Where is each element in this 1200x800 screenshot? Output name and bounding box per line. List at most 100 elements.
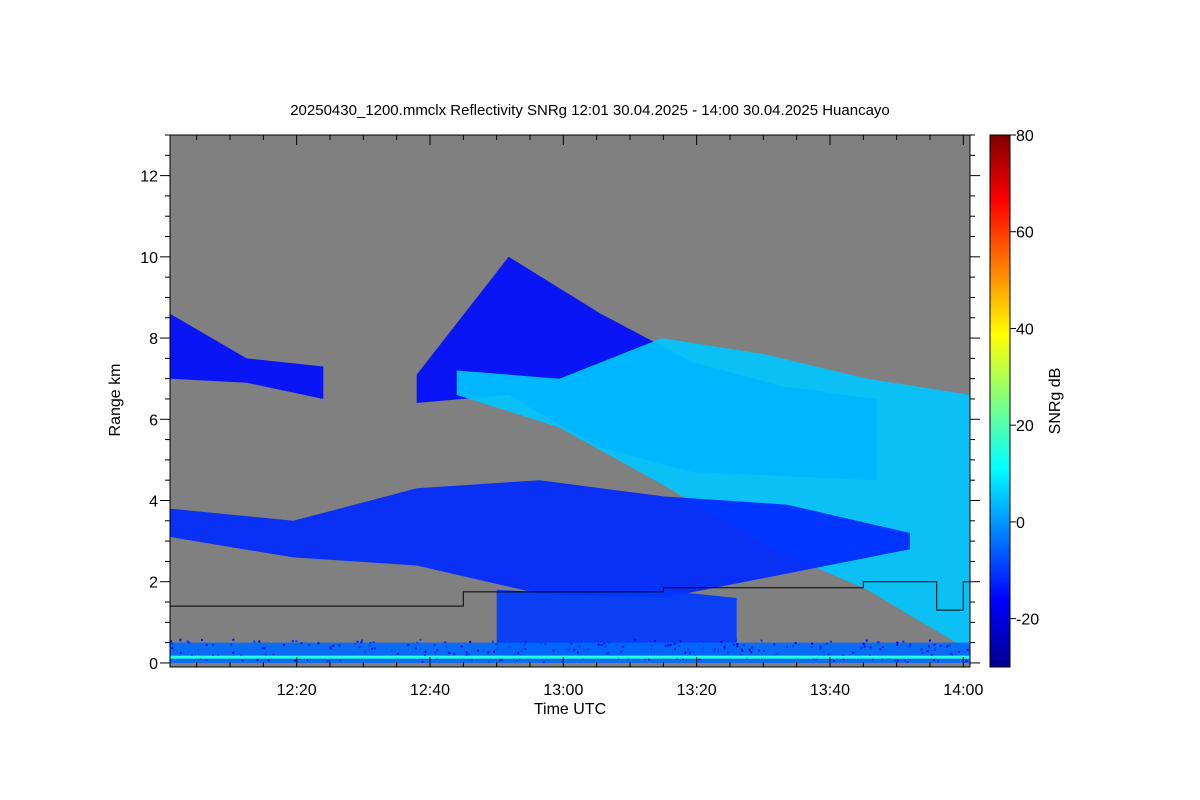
- echo-layer-left-upper-band: [170, 313, 324, 399]
- speckle: [723, 647, 726, 650]
- speckle: [188, 641, 191, 644]
- speckle: [615, 644, 618, 647]
- speckle: [370, 647, 373, 650]
- speckle: [487, 651, 490, 654]
- speckle: [523, 643, 526, 646]
- speckle: [794, 642, 797, 645]
- colorbar-label: SNRg dB: [1047, 368, 1064, 435]
- speckle: [308, 644, 311, 646]
- speckle: [742, 644, 745, 647]
- speckle: [740, 648, 743, 651]
- speckle: [241, 659, 244, 662]
- speckle: [664, 644, 667, 647]
- speckle: [368, 644, 371, 647]
- speckle: [492, 650, 495, 653]
- speckle: [669, 644, 672, 646]
- speckle: [948, 644, 951, 647]
- speckle: [815, 658, 818, 661]
- speckle: [760, 639, 763, 642]
- speckle: [524, 641, 527, 644]
- speckle: [748, 648, 751, 651]
- speckle: [444, 641, 447, 644]
- speckle: [190, 654, 193, 657]
- speckle: [199, 657, 202, 660]
- colorbar-tick-label: 0: [1016, 515, 1025, 532]
- speckle: [470, 658, 473, 661]
- colorbar-fill: [989, 134, 1011, 668]
- speckle: [263, 646, 266, 649]
- speckle: [871, 658, 874, 661]
- speckle: [813, 658, 816, 661]
- x-tick-label: 14:00: [943, 682, 983, 699]
- speckle: [300, 642, 303, 644]
- speckle: [469, 640, 472, 643]
- speckle: [926, 650, 929, 653]
- speckle: [460, 645, 463, 648]
- speckle: [860, 646, 863, 649]
- speckle: [211, 643, 214, 646]
- speckle: [622, 645, 625, 648]
- speckle: [862, 642, 865, 645]
- speckle: [675, 657, 678, 660]
- speckle: [842, 658, 845, 661]
- speckle: [631, 640, 634, 643]
- speckle: [205, 643, 208, 646]
- speckle: [773, 643, 776, 646]
- speckle: [186, 640, 189, 643]
- speckle: [407, 643, 410, 646]
- speckle: [317, 642, 320, 645]
- speckle: [723, 645, 726, 648]
- y-tick-label: 6: [149, 412, 158, 429]
- speckle: [212, 654, 215, 657]
- speckle: [727, 651, 730, 654]
- echo-layer-surface-clutter: [170, 642, 970, 663]
- speckle: [939, 645, 942, 647]
- speckle: [583, 649, 585, 652]
- speckle: [495, 643, 498, 646]
- speckle: [902, 640, 905, 643]
- plot-area: [170, 135, 970, 667]
- speckle: [264, 653, 267, 656]
- speckle: [965, 660, 968, 663]
- speckle: [434, 652, 437, 655]
- speckle: [786, 645, 789, 648]
- speckle: [570, 642, 573, 645]
- speckle: [372, 641, 375, 644]
- speckle: [673, 642, 676, 645]
- speckle: [573, 648, 576, 651]
- speckle: [739, 653, 742, 656]
- speckle: [258, 640, 261, 643]
- speckle: [326, 660, 329, 663]
- speckle: [958, 650, 960, 653]
- speckle: [465, 653, 468, 656]
- speckle: [684, 651, 687, 654]
- colorbar-tick-label: -20: [1016, 612, 1039, 629]
- speckle: [930, 654, 933, 657]
- speckle: [830, 640, 833, 643]
- speckle: [329, 647, 332, 650]
- y-axis: 0 2 4 6 8 10 12: [140, 134, 980, 673]
- speckle: [445, 646, 448, 649]
- speckle: [465, 651, 468, 654]
- speckle: [720, 641, 723, 643]
- speckle: [688, 651, 691, 654]
- speckle: [360, 641, 363, 644]
- speckle: [604, 645, 607, 648]
- speckle: [179, 639, 182, 642]
- cloud-base-line: [170, 581, 970, 611]
- speckle: [698, 658, 701, 661]
- speckle: [865, 639, 868, 642]
- speckle: [679, 640, 682, 643]
- speckle: [272, 653, 275, 656]
- speckle: [516, 659, 518, 662]
- speckle: [810, 646, 813, 649]
- speckle: [633, 639, 636, 642]
- speckle: [508, 645, 511, 648]
- speckle: [668, 640, 671, 643]
- speckle: [600, 644, 603, 647]
- speckle: [416, 641, 419, 644]
- speckle: [354, 642, 357, 645]
- speckle: [732, 643, 735, 646]
- speckle: [373, 647, 376, 650]
- speckle: [339, 659, 342, 662]
